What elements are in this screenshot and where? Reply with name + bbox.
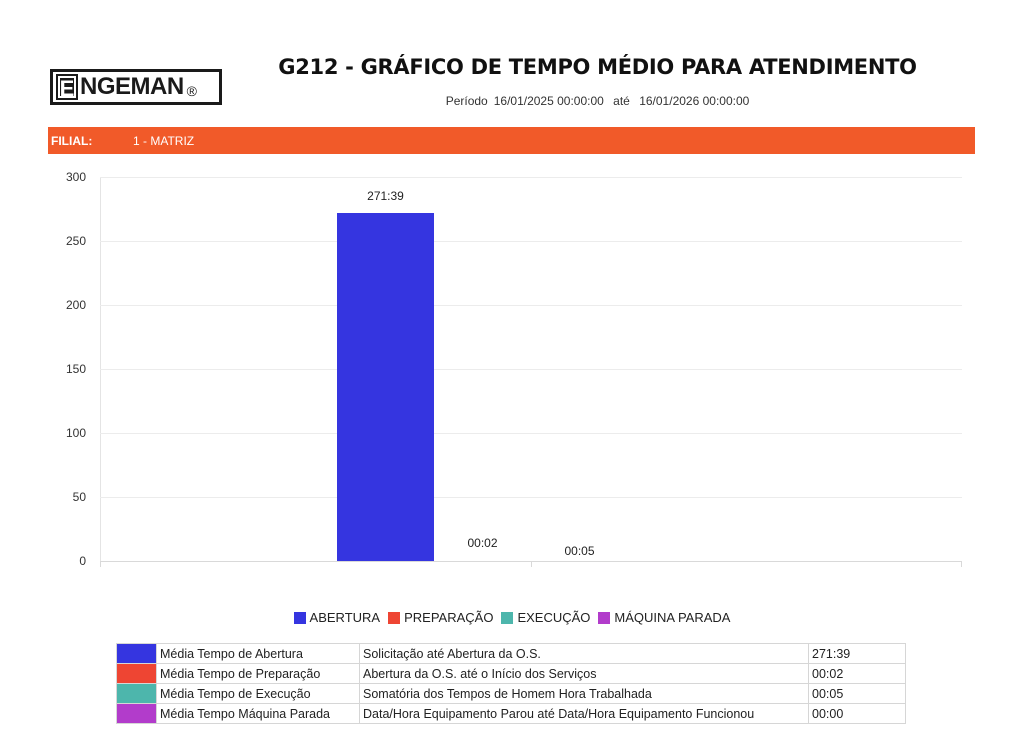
metric-value: 00:05 (808, 683, 906, 704)
metric-description: Solicitação até Abertura da O.S. (359, 643, 809, 664)
metric-name: Média Tempo de Preparação (156, 663, 360, 684)
legend-item[interactable]: MÁQUINA PARADA (598, 610, 730, 625)
metric-description: Abertura da O.S. até o Início dos Serviç… (359, 663, 809, 684)
legend-swatch-icon (501, 611, 514, 624)
engeman-logo: E NGEMAN ® (50, 69, 222, 105)
y-tick-label: 150 (65, 362, 86, 376)
table-row: Média Tempo de Abertura Solicitação até A… (116, 643, 906, 664)
legend-swatch-icon (293, 611, 306, 624)
color-swatch (116, 643, 157, 664)
table-row: Média Tempo de Execução Somatória dos Tem… (116, 683, 906, 704)
y-axis (100, 177, 101, 567)
period-label: Período (445, 94, 488, 108)
legend-label: PREPARAÇÃO (404, 610, 494, 625)
y-tick-label: 100 (65, 426, 86, 440)
metric-name: Média Tempo Máquina Parada (156, 703, 360, 724)
color-swatch (116, 703, 157, 724)
metric-description: Data/Hora Equipamento Parou até Data/Hor… (359, 703, 809, 724)
table-row: Média Tempo de Preparação Abertura da O.S… (116, 663, 906, 684)
metric-name: Média Tempo de Abertura (156, 643, 360, 664)
gridline (100, 177, 962, 178)
gridline (100, 305, 962, 306)
y-tick-label: 300 (65, 170, 86, 184)
legend-label: EXECUÇÃO (517, 610, 591, 625)
legend-item[interactable]: EXECUÇÃO (501, 610, 590, 625)
bar-abertura (337, 213, 434, 561)
metric-name: Média Tempo de Execução (156, 683, 360, 704)
color-swatch (116, 683, 157, 704)
report-title: G212 - GRÁFICO DE TEMPO MÉDIO PARA ATEND… (278, 55, 917, 79)
gridline (100, 241, 962, 242)
logo-text: NGEMAN (80, 73, 184, 100)
color-swatch (116, 663, 157, 684)
metric-value: 00:00 (808, 703, 906, 724)
gridline (100, 433, 962, 434)
report-period: Período 16/01/2025 00:00:00 até 16/01/202… (270, 94, 925, 108)
period-end: 16/01/2026 00:00:00 (639, 94, 750, 108)
bar-chart: 0 50 100 150 200 250 300 271:39 00:02 00:05 (65, 170, 962, 568)
metric-value: 271:39 (808, 643, 906, 664)
filial-value: 1 - MATRIZ (133, 133, 195, 148)
bar-value-label: 00:05 (564, 544, 595, 558)
period-connector: até (613, 94, 630, 108)
metric-description: Somatória dos Tempos de Homem Hora Traba… (359, 683, 809, 704)
x-tick (531, 561, 532, 567)
table-row: Média Tempo Máquina Parada Data/Hora Equi… (116, 703, 906, 724)
legend-label: ABERTURA (309, 610, 381, 625)
registered-icon: ® (186, 83, 197, 99)
bar-value-label: 271:39 (367, 189, 404, 204)
gridline (100, 497, 962, 498)
legend-label: MÁQUINA PARADA (614, 610, 731, 625)
y-tick-label: 0 (79, 554, 86, 568)
gridline (100, 369, 962, 370)
legend-swatch-icon (598, 611, 611, 624)
filial-label: FILIAL: (51, 133, 93, 148)
legend-item[interactable]: ABERTURA (293, 610, 381, 625)
y-tick-label: 200 (65, 298, 86, 312)
x-tick (961, 561, 962, 567)
metric-value: 00:02 (808, 663, 906, 684)
filial-bar: FILIAL: 1 - MATRIZ (48, 127, 975, 154)
x-tick (100, 561, 101, 567)
logo-letter: E (56, 74, 78, 101)
period-start: 16/01/2025 00:00:00 (493, 94, 604, 108)
legend-item[interactable]: PREPARAÇÃO (388, 610, 493, 625)
bar-value-label: 00:02 (467, 536, 498, 550)
chart-legend: ABERTURA PREPARAÇÃO EXECUÇÃO MÁQUINA PARADA (0, 610, 1024, 625)
y-tick-label: 50 (72, 490, 86, 504)
summary-table: Média Tempo de Abertura Solicitação até A… (116, 643, 906, 724)
y-tick-label: 250 (65, 234, 86, 248)
legend-swatch-icon (388, 611, 401, 624)
